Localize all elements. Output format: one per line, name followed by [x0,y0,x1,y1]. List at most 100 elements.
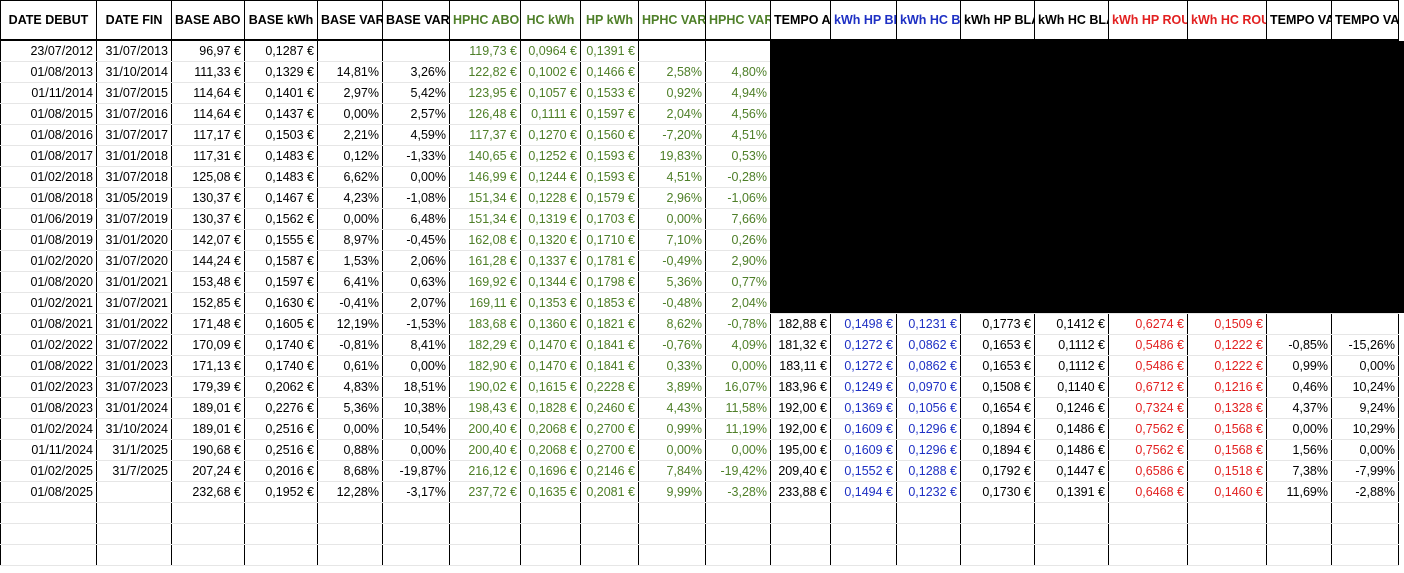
cell-hc-bleu[interactable]: 0,1296 € [896,418,961,440]
empty-cell[interactable] [830,544,897,566]
cell-hphc-var-abo[interactable]: -0,49% [638,250,706,272]
empty-cell[interactable] [960,523,1035,545]
cell-tempo-var-abo[interactable]: 0,46% [1266,376,1332,398]
cell-base-kwh[interactable]: 0,1605 € [244,313,318,335]
empty-cell[interactable] [382,502,450,524]
cell-date-fin[interactable]: 31/07/2022 [96,334,172,356]
cell-base-var-kwh[interactable]: 8,41% [382,334,450,356]
cell-base-abo[interactable]: 114,64 € [171,82,245,104]
cell-hphc-var-abo[interactable]: -0,48% [638,292,706,314]
cell-base-kwh[interactable]: 0,1740 € [244,334,318,356]
cell-hp-rouge[interactable]: 0,5486 € [1108,334,1188,356]
cell-hp-bleu[interactable]: 0,1498 € [830,313,897,335]
cell-hp-rouge[interactable]: 0,7562 € [1108,418,1188,440]
cell-tempo-abo[interactable]: 183,96 € [770,376,831,398]
cell-hp-rouge[interactable]: 0,6468 € [1108,481,1188,503]
cell-hphc-var-abo[interactable]: -7,20% [638,124,706,146]
cell-hp-kwh[interactable]: 0,2460 € [580,397,639,419]
cell-tempo-abo[interactable]: 209,40 € [770,460,831,482]
cell-base-var-abo[interactable]: 2,21% [317,124,383,146]
cell-base-kwh[interactable]: 0,1630 € [244,292,318,314]
cell-base-var-kwh[interactable]: 2,06% [382,250,450,272]
cell-hp-kwh[interactable]: 0,1821 € [580,313,639,335]
cell-tempo-var-kwh[interactable]: 0,00% [1331,439,1399,461]
column-header-hp-kwh[interactable]: HP kWh [580,0,639,41]
cell-hc-bleu[interactable]: 0,1288 € [896,460,961,482]
empty-cell[interactable] [96,544,172,566]
cell-hc-rouge[interactable]: 0,1460 € [1187,481,1267,503]
cell-base-abo[interactable]: 96,97 € [171,39,245,62]
column-header-date-debut[interactable]: DATE DEBUT [0,0,97,41]
cell-hp-kwh[interactable]: 0,1391 € [580,39,639,62]
cell-base-var-kwh[interactable]: -1,53% [382,313,450,335]
cell-hp-kwh[interactable]: 0,2146 € [580,460,639,482]
cell-hc-rouge[interactable]: 0,1222 € [1187,355,1267,377]
empty-cell[interactable] [896,502,961,524]
empty-cell[interactable] [830,502,897,524]
empty-cell[interactable] [705,523,771,545]
empty-cell[interactable] [1187,544,1267,566]
empty-cell[interactable] [1187,523,1267,545]
cell-hc-kwh[interactable]: 0,1319 € [520,208,581,230]
cell-hphc-var-abo[interactable]: 2,96% [638,187,706,209]
cell-hp-kwh[interactable]: 0,1798 € [580,271,639,293]
cell-base-var-abo[interactable]: 6,41% [317,271,383,293]
cell-hphc-abo[interactable]: 216,12 € [449,460,521,482]
empty-cell[interactable] [520,502,581,524]
empty-cell[interactable] [1187,502,1267,524]
cell-hphc-var-kwh[interactable] [705,39,771,62]
cell-hp-kwh[interactable]: 0,1781 € [580,250,639,272]
empty-cell[interactable] [770,523,831,545]
cell-date-debut[interactable]: 01/02/2025 [0,460,97,482]
cell-date-fin[interactable]: 31/07/2018 [96,166,172,188]
cell-hphc-var-abo[interactable]: 4,51% [638,166,706,188]
cell-base-abo[interactable]: 152,85 € [171,292,245,314]
cell-base-kwh[interactable]: 0,1562 € [244,208,318,230]
column-header-hc-kwh[interactable]: HC kWh [520,0,581,41]
cell-hc-kwh[interactable]: 0,1696 € [520,460,581,482]
cell-tempo-var-kwh[interactable]: -15,26% [1331,334,1399,356]
cell-hphc-var-abo[interactable]: 19,83% [638,145,706,167]
empty-cell[interactable] [171,544,245,566]
cell-base-abo[interactable]: 114,64 € [171,103,245,125]
cell-tempo-abo[interactable]: 233,88 € [770,481,831,503]
cell-hphc-var-abo[interactable]: 5,36% [638,271,706,293]
cell-hp-kwh[interactable]: 0,1710 € [580,229,639,251]
cell-hphc-var-abo[interactable]: 0,00% [638,208,706,230]
empty-cell[interactable] [171,502,245,524]
column-header-hp-bleu[interactable]: kWh HP BLEU [830,0,897,41]
empty-cell[interactable] [1331,544,1399,566]
cell-hphc-var-abo[interactable]: 4,43% [638,397,706,419]
cell-hphc-var-kwh[interactable]: 2,04% [705,292,771,314]
cell-base-kwh[interactable]: 0,1467 € [244,187,318,209]
empty-cell[interactable] [96,523,172,545]
empty-cell[interactable] [896,544,961,566]
cell-hc-rouge[interactable]: 0,1328 € [1187,397,1267,419]
cell-tempo-var-abo[interactable]: 4,37% [1266,397,1332,419]
cell-tempo-var-kwh[interactable]: 10,24% [1331,376,1399,398]
cell-date-fin[interactable]: 31/07/2021 [96,292,172,314]
cell-hc-kwh[interactable]: 0,2068 € [520,418,581,440]
cell-date-debut[interactable]: 01/08/2023 [0,397,97,419]
cell-base-var-abo[interactable]: 2,97% [317,82,383,104]
cell-tempo-var-abo[interactable]: 0,99% [1266,355,1332,377]
cell-date-debut[interactable]: 01/11/2024 [0,439,97,461]
cell-hp-bleu[interactable]: 0,1249 € [830,376,897,398]
cell-hphc-var-kwh[interactable]: 4,09% [705,334,771,356]
empty-cell[interactable] [896,523,961,545]
cell-tempo-var-kwh[interactable]: 0,00% [1331,355,1399,377]
cell-hphc-var-kwh[interactable]: -0,28% [705,166,771,188]
cell-hc-bleu[interactable]: 0,0862 € [896,355,961,377]
cell-base-var-abo[interactable]: -0,81% [317,334,383,356]
cell-hp-kwh[interactable]: 0,2081 € [580,481,639,503]
empty-cell[interactable] [244,544,318,566]
cell-base-var-abo[interactable]: 0,61% [317,355,383,377]
cell-date-debut[interactable]: 01/02/2023 [0,376,97,398]
cell-base-var-kwh[interactable]: -19,87% [382,460,450,482]
cell-hphc-var-abo[interactable]: 0,99% [638,418,706,440]
cell-date-fin[interactable]: 31/1/2025 [96,439,172,461]
empty-cell[interactable] [244,523,318,545]
cell-hc-blanc[interactable]: 0,1112 € [1034,355,1109,377]
cell-tempo-abo[interactable]: 181,32 € [770,334,831,356]
cell-tempo-var-abo[interactable]: 7,38% [1266,460,1332,482]
